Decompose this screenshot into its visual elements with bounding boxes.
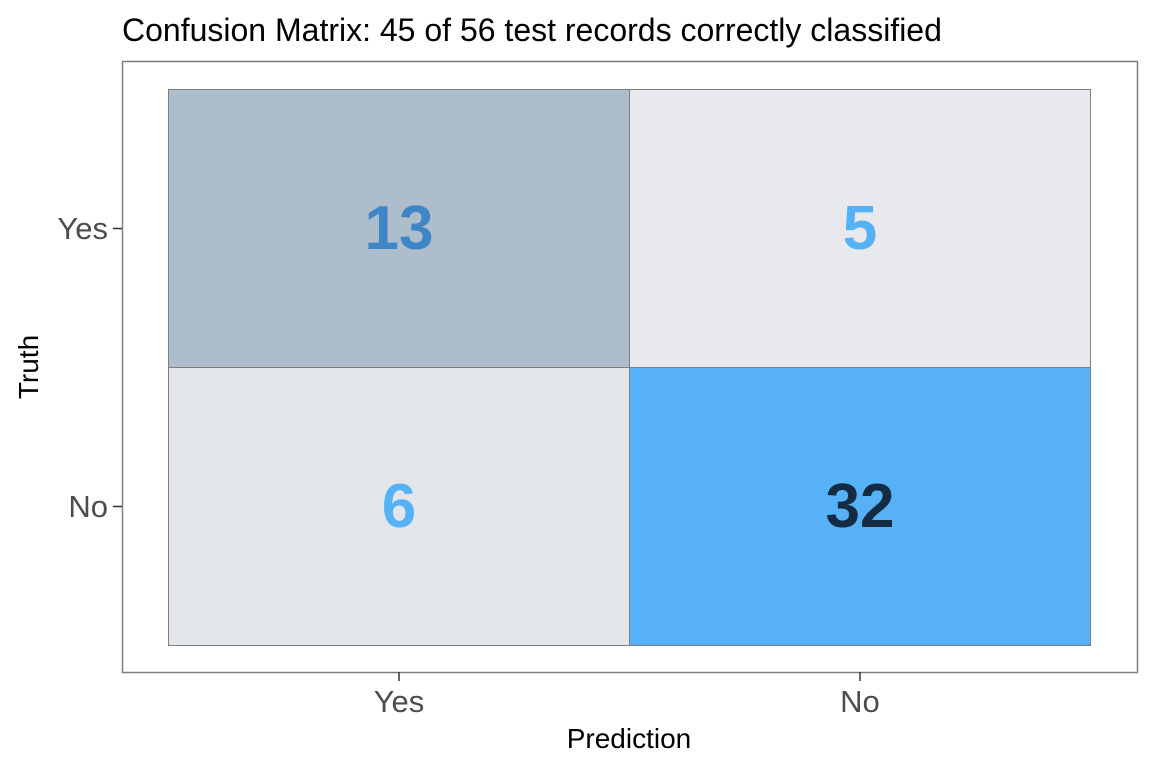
- chart-title: Confusion Matrix: 45 of 56 test records …: [122, 12, 942, 48]
- tile-truth-yes-pred-no: [629, 89, 1091, 368]
- y-tick-label-yes: Yes: [57, 211, 108, 246]
- x-tick-label-no: No: [840, 684, 880, 719]
- y-tick-label-no: No: [68, 489, 108, 524]
- x-tick-label-yes: Yes: [374, 684, 425, 719]
- value-label-truth-yes-pred-no: 5: [843, 194, 877, 263]
- tile-truth-yes-pred-yes: [168, 89, 630, 368]
- y-axis-title: Truth: [13, 335, 44, 399]
- value-label-truth-no-pred-yes: 6: [382, 472, 416, 541]
- tile-truth-no-pred-yes: [168, 367, 630, 646]
- cell-value-labels: 13 5 6 32: [365, 194, 895, 541]
- value-label-truth-no-pred-no: 32: [826, 472, 895, 541]
- heatmap-tiles: [168, 89, 1091, 646]
- tile-truth-no-pred-no: [629, 367, 1091, 646]
- value-label-truth-yes-pred-yes: 13: [365, 194, 434, 263]
- plot-panel: [121, 60, 1139, 674]
- axes: Yes No Yes No: [57, 211, 879, 719]
- x-axis-title: Prediction: [567, 723, 692, 754]
